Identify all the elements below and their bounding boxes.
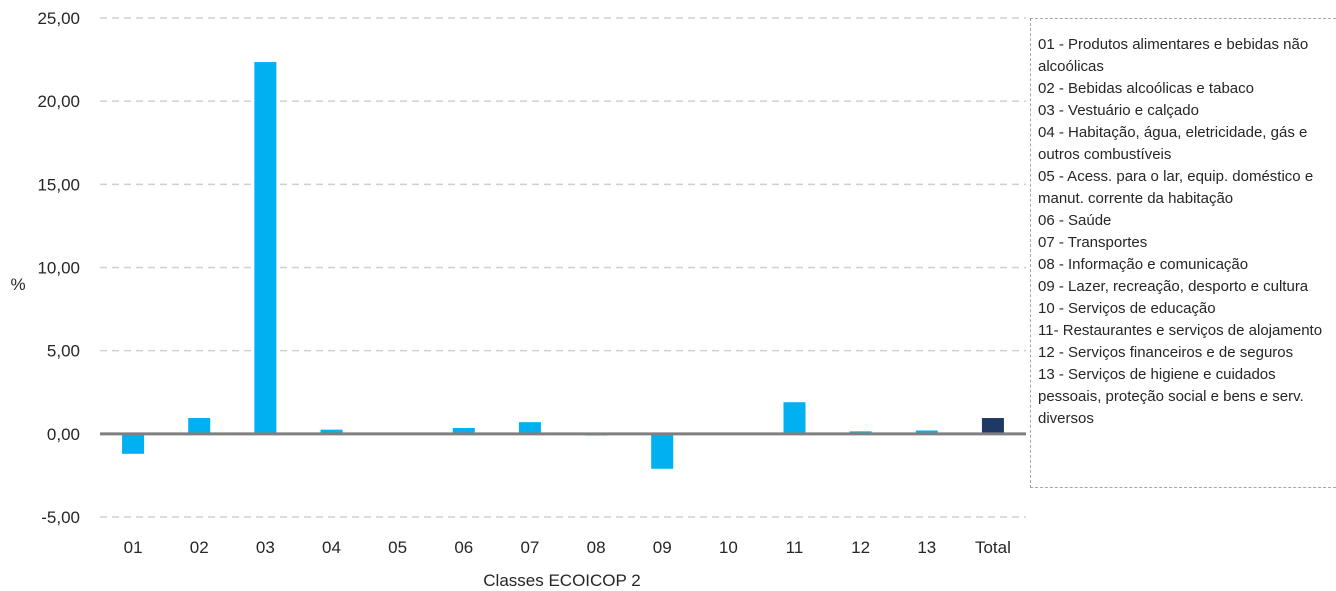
bar-06 <box>452 428 475 434</box>
bar-01 <box>122 433 145 454</box>
bar-07 <box>518 422 541 434</box>
bar-chart: 25,00 20,00 15,00 10,00 5,00 0,00 -5,00 01 02 03… <box>10 9 1026 590</box>
legend-item: 05 - Acess. para o lar, equip. doméstico… <box>1038 168 1314 207</box>
x-tick-label: 07 <box>520 538 539 557</box>
legend-item: 08 - Informação e comunicação <box>1038 256 1249 273</box>
bar-11 <box>783 402 806 434</box>
legend-item: 01 - Produtos alimentares e bebidas não … <box>1038 36 1309 75</box>
x-tick-label: 02 <box>190 538 209 557</box>
x-tick-label: 05 <box>388 538 407 557</box>
legend-item: 10 - Serviços de educação <box>1038 300 1216 317</box>
legend-item: 02 - Bebidas alcoólicas e tabaco <box>1038 80 1254 97</box>
gridlines <box>100 17 1026 518</box>
x-tick-label: 09 <box>653 538 672 557</box>
x-tick-label: 11 <box>786 538 804 557</box>
y-tick-label: 15,00 <box>37 175 80 194</box>
legend-box <box>1030 18 1336 488</box>
legend-item: 04 - Habitação, água, eletricidade, gás … <box>1038 124 1308 163</box>
legend-item: 06 - Saúde <box>1038 212 1112 229</box>
bar-03 <box>254 62 277 434</box>
legend-item: 07 - Transportes <box>1038 234 1148 251</box>
y-tick-label: 20,00 <box>37 92 80 111</box>
x-tick-label: 10 <box>719 538 738 557</box>
x-tick-label: 08 <box>587 538 606 557</box>
x-tick-label: 04 <box>322 538 341 557</box>
x-tick-label: 03 <box>256 538 275 557</box>
x-tick-label: 13 <box>917 538 936 557</box>
y-tick-label: -5,00 <box>41 508 80 527</box>
bar-04 <box>320 429 343 434</box>
x-tick-label: 12 <box>851 538 870 557</box>
bar-09 <box>651 433 674 469</box>
legend: 01 - Produtos alimentares e bebidas não … <box>1038 34 1332 430</box>
legend-item: 12 - Serviços financeiros e de seguros <box>1038 344 1294 361</box>
y-axis-ticks: 25,00 20,00 15,00 10,00 5,00 0,00 -5,00 <box>37 9 80 527</box>
legend-item: 03 - Vestuário e calçado <box>1038 102 1199 119</box>
x-tick-label: 06 <box>454 538 473 557</box>
y-tick-label: 5,00 <box>47 342 80 361</box>
bar-02 <box>188 418 211 434</box>
legend-item: 13 - Serviços de higiene e cuidados pess… <box>1038 366 1304 427</box>
y-axis-title: % <box>10 275 25 294</box>
bar-total <box>981 418 1004 434</box>
x-axis-ticks: 01 02 03 04 05 06 07 08 09 10 11 12 13 Total <box>124 538 1011 557</box>
y-tick-label: 0,00 <box>47 425 80 444</box>
x-tick-label: Total <box>975 538 1011 557</box>
legend-item: 09 - Lazer, recreação, desporto e cultur… <box>1038 278 1309 295</box>
y-tick-label: 10,00 <box>37 259 80 278</box>
x-axis-title: Classes ECOICOP 2 <box>483 571 640 590</box>
legend-item: 11- Restaurantes e serviços de alojament… <box>1038 322 1323 339</box>
bars <box>122 62 1004 469</box>
x-tick-label: 01 <box>124 538 143 557</box>
bar-13 <box>915 430 938 434</box>
y-tick-label: 25,00 <box>37 9 80 28</box>
